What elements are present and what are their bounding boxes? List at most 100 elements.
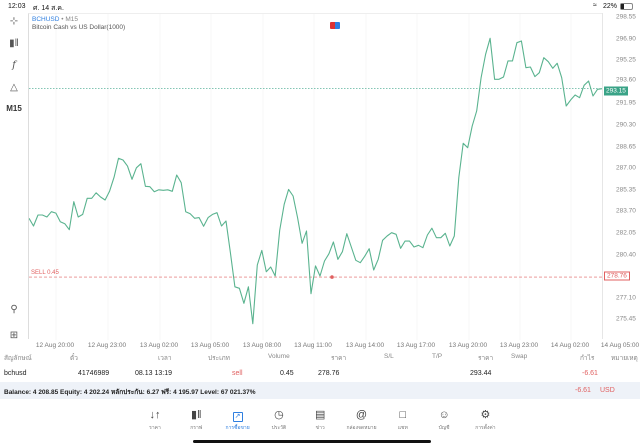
- x-tick-label: 13 Aug 11:00: [294, 342, 332, 349]
- chart-symbol[interactable]: BCHUSD • M15: [32, 16, 78, 23]
- indicator-icon[interactable]: f: [12, 60, 16, 71]
- balance-summary: Balance: 4 208.85 Equity: 4 202.24 หลักป…: [4, 389, 256, 396]
- currency: USD: [600, 387, 615, 394]
- position-current-price: 293.44: [470, 370, 492, 377]
- x-tick-label: 13 Aug 14:00: [345, 342, 385, 349]
- balance-bar: Balance: 4 208.85 Equity: 4 202.24 หลักป…: [0, 382, 640, 399]
- trade-icon: ↗: [213, 408, 263, 422]
- nav-label: ข่าว: [315, 425, 325, 431]
- status-time: 12:03: [8, 3, 26, 10]
- column-header[interactable]: หมายเหตุ: [611, 355, 638, 362]
- x-tick-label: 13 Aug 17:00: [396, 342, 436, 349]
- column-header[interactable]: ตั๋ว: [70, 355, 78, 362]
- nav-item-chat[interactable]: □ แชท: [378, 408, 428, 432]
- x-tick-label: 13 Aug 23:00: [499, 342, 539, 349]
- nav-label: บัญชี: [438, 425, 450, 431]
- nav-item-chart[interactable]: ▮‖ กราฟ: [171, 408, 221, 432]
- nav-label: ประวัติ: [271, 425, 287, 431]
- nav-item-account[interactable]: ☺ บัญชี: [419, 408, 469, 432]
- crosshair-icon[interactable]: ⊹: [9, 16, 19, 27]
- column-header[interactable]: กำไร: [580, 355, 595, 362]
- column-header[interactable]: Volume: [268, 353, 290, 360]
- column-header[interactable]: S/L: [384, 353, 394, 360]
- position-ticket: 41746989: [78, 370, 110, 377]
- zoom-icon[interactable]: ⚲: [10, 304, 18, 315]
- nav-label: ราคา: [149, 425, 161, 431]
- y-tick-label: 275.45: [616, 315, 636, 323]
- one-click-trading-icon[interactable]: [330, 22, 340, 29]
- x-tick-label: 12 Aug 20:00: [35, 342, 75, 349]
- y-tick-label: 298.55: [616, 13, 636, 21]
- sell-entry-marker: [330, 275, 334, 279]
- wifi-icon: ≈: [593, 2, 597, 9]
- position-type: sell: [232, 370, 243, 377]
- column-header[interactable]: เวลา: [158, 355, 172, 362]
- column-header[interactable]: Swap: [511, 353, 528, 360]
- nav-label: กราฟ: [190, 425, 203, 431]
- nav-item-mailbox[interactable]: @ กล่องจดหมาย: [337, 408, 387, 432]
- candlestick-icon[interactable]: ▮‖: [9, 38, 19, 49]
- battery-percent: 22%: [603, 3, 618, 10]
- mailbox-icon: @: [355, 409, 368, 421]
- y-tick-label: 287.00: [616, 164, 636, 172]
- price-line: [29, 37, 603, 325]
- x-tick-label: 12 Aug 23:00: [87, 342, 127, 349]
- x-tick-label: 13 Aug 08:00: [242, 342, 282, 349]
- position-open-price: 278.76: [318, 370, 340, 377]
- position-volume: 0.45: [280, 370, 294, 377]
- position-symbol[interactable]: bchusd: [4, 370, 27, 377]
- nav-label: แชท: [397, 425, 408, 431]
- y-tick-label: 280.40: [616, 251, 636, 259]
- nav-label: การตั้งค่า: [475, 425, 496, 431]
- y-tick-label: 296.90: [616, 35, 636, 43]
- objects-icon[interactable]: △: [10, 82, 18, 93]
- column-header[interactable]: ประเภท: [208, 355, 230, 362]
- y-tick-label: 283.70: [616, 207, 636, 215]
- x-tick-label: 13 Aug 02:00: [139, 342, 179, 349]
- battery-icon: [620, 3, 633, 10]
- chart-plot: [29, 14, 603, 340]
- price-chart[interactable]: BCHUSD • M15 Bitcoin Cash vs US Dollar(1…: [28, 13, 603, 340]
- nav-label: กล่องจดหมาย: [346, 425, 377, 431]
- current-price-label: 293.15: [604, 86, 628, 96]
- y-tick-label: 291.95: [616, 99, 636, 107]
- sell-line-label: SELL 0.45: [31, 270, 59, 276]
- price-axis: 298.55 296.90 295.25 293.60 291.95 290.30 288.…: [602, 13, 640, 339]
- column-header[interactable]: T/P: [432, 353, 443, 360]
- y-tick-label: 288.65: [616, 143, 636, 151]
- timeframe-button[interactable]: M15: [6, 104, 22, 113]
- chart-timeframe: M15: [65, 16, 78, 23]
- home-indicator: [193, 440, 431, 443]
- column-header[interactable]: ราคา: [331, 355, 347, 362]
- y-tick-label: 282.05: [616, 229, 636, 237]
- x-tick-label: 14 Aug 05:00: [600, 342, 640, 349]
- quotes-icon: ↓↑: [149, 409, 161, 421]
- history-icon: ◷: [274, 409, 284, 421]
- y-tick-label: 285.35: [616, 186, 636, 194]
- x-tick-label: 13 Aug 20:00: [448, 342, 488, 349]
- position-profit: -6.61: [582, 370, 598, 377]
- nav-item-news[interactable]: ▤ ข่าว: [295, 408, 345, 432]
- total-profit: -6.61: [575, 387, 591, 394]
- symbol-name: BCHUSD: [32, 16, 60, 23]
- column-header[interactable]: ราคา: [478, 355, 494, 362]
- chat-icon: □: [399, 409, 407, 421]
- y-tick-label: 293.60: [616, 76, 636, 84]
- nav-label: การซื้อขาย: [225, 425, 250, 431]
- account-icon: ☺: [438, 409, 450, 421]
- chart-icon: ▮‖: [190, 409, 202, 421]
- nav-item-settings[interactable]: ⚙ การตั้งค่า: [460, 408, 510, 432]
- nav-item-trade[interactable]: ↗ การซื้อขาย: [213, 408, 263, 432]
- settings-icon: ⚙: [480, 409, 491, 421]
- sell-price-label: 278.76: [604, 271, 630, 281]
- column-header[interactable]: สัญลักษณ์: [4, 355, 32, 362]
- status-date: ศ. 14 ส.ค.: [33, 5, 64, 12]
- nav-item-history[interactable]: ◷ ประวัติ: [254, 408, 304, 432]
- add-icon[interactable]: ⊞: [9, 330, 19, 341]
- news-icon: ▤: [314, 409, 326, 421]
- nav-item-quotes[interactable]: ↓↑ ราคา: [130, 408, 180, 432]
- y-tick-label: 290.30: [616, 121, 636, 129]
- symbol-description: Bitcoin Cash vs US Dollar(1000): [32, 24, 126, 31]
- x-tick-label: 14 Aug 02:00: [550, 342, 590, 349]
- y-tick-label: 277.10: [616, 294, 636, 302]
